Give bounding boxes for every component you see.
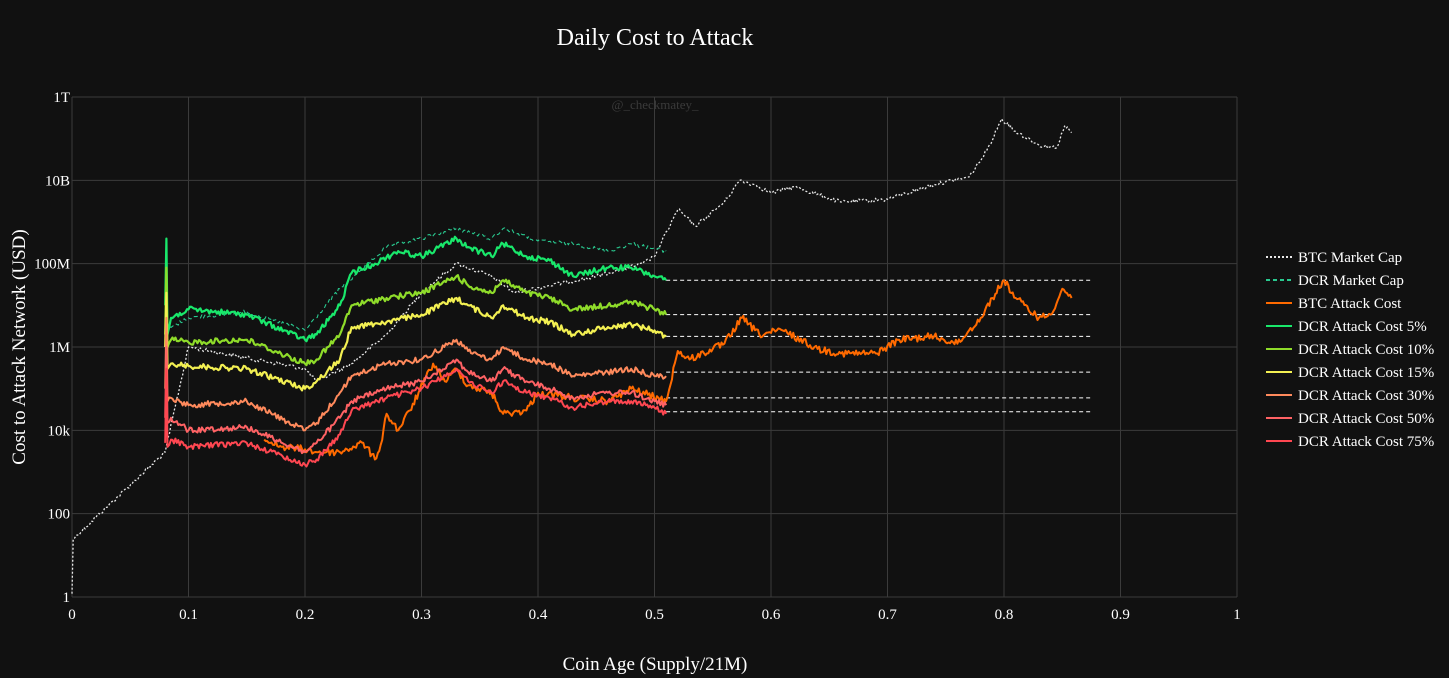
x-axis-ticks: 0 0.1 0.2 0.3 0.4 0.5 0.6 0.7 0.8 0.9 1 [68,607,1241,623]
y-tick-label: 1M [49,340,70,356]
x-tick-label: 0.1 [179,607,198,623]
legend: BTC Market Cap DCR Market Cap BTC Attack C… [1266,250,1434,450]
series-line [165,226,667,331]
x-tick-label: 0.2 [296,607,315,623]
y-tick-label: 1T [53,90,70,106]
x-tick-label: 0.8 [995,607,1014,623]
series-line [164,235,668,343]
x-tick-label: 1 [1233,607,1241,623]
series-line [164,346,668,455]
x-axis-title: Coin Age (Supply/21M) [563,654,748,675]
y-tick-label: 100M [34,257,70,273]
legend-label: DCR Attack Cost 75% [1298,434,1434,450]
series-line [164,266,668,367]
grid [71,96,1238,598]
x-tick-label: 0.3 [412,607,431,623]
legend-label: DCR Attack Cost 15% [1298,365,1434,381]
plot-area [71,118,1073,594]
y-axis-title: Cost to Attack Network (USD) [9,229,30,464]
series-line [164,316,667,432]
reference-lines [666,279,1092,413]
legend-label: DCR Attack Cost 50% [1298,411,1434,427]
legend-label: DCR Attack Cost 30% [1298,388,1434,404]
x-tick-label: 0.9 [1111,607,1130,623]
series-line [71,118,1072,594]
x-tick-label: 0.4 [529,607,548,623]
series-line [164,367,668,468]
chart-title: Daily Cost to Attack [557,25,754,51]
series-line [263,279,1073,461]
x-tick-label: 0.7 [878,607,897,623]
legend-label: DCR Attack Cost 10% [1298,342,1434,358]
y-tick-label: 100 [48,507,71,523]
x-tick-label: 0 [68,607,76,623]
y-tick-label: 1 [63,590,71,606]
y-axis-ticks: 1 100 10k 1M 100M 10B 1T [34,90,70,606]
y-tick-label: 10k [48,423,71,439]
legend-label: DCR Attack Cost 5% [1298,319,1427,335]
y-tick-label: 10B [45,173,70,189]
legend-label: BTC Market Cap [1298,250,1402,266]
series-line [164,291,667,392]
watermark: @_checkmatey_ [611,97,699,112]
x-tick-label: 0.5 [645,607,664,623]
legend-label: DCR Market Cap [1298,273,1404,289]
x-tick-label: 0.6 [762,607,781,623]
legend-label: BTC Attack Cost [1298,296,1402,312]
